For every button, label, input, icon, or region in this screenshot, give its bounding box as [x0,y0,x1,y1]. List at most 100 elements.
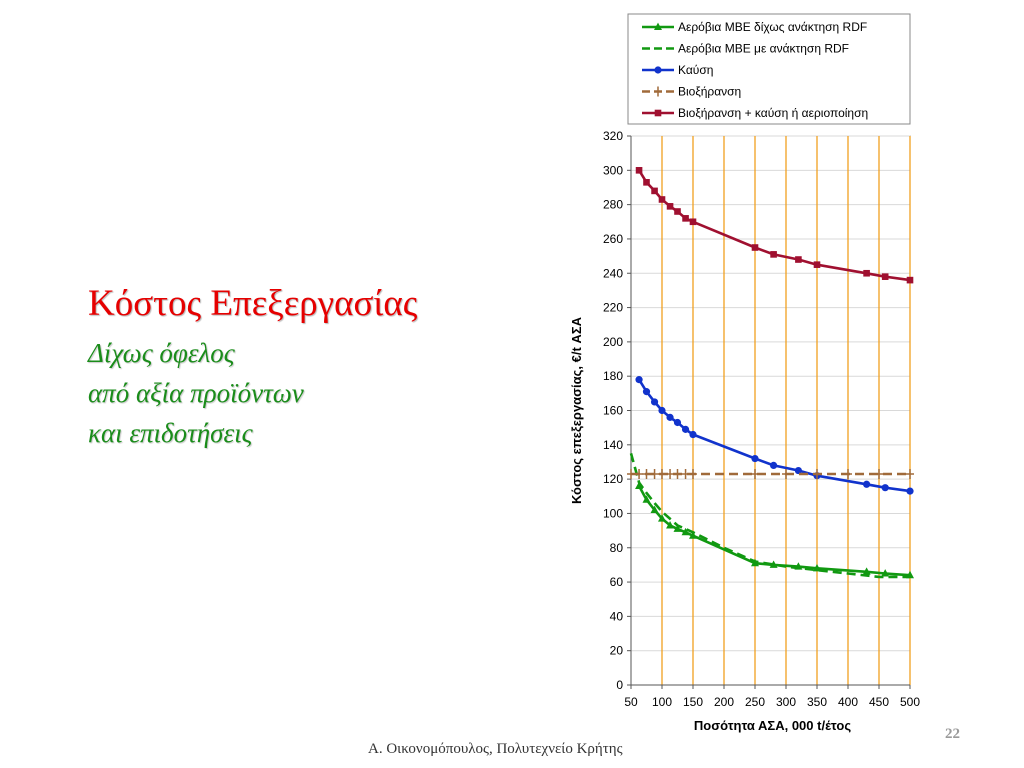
data-point [650,505,659,514]
y-tick-label: 280 [603,198,623,212]
subtitle-line: από αξία προϊόντων [88,378,304,408]
data-point [658,406,666,415]
chart-legend: Αερόβια ΜΒΕ δίχως ανάκτηση RDF Αερόβια ΜΒ… [627,13,911,125]
data-series [627,468,914,479]
legend-label: Βιοξήρανση + καύση ή αεριοποίηση [678,106,868,120]
data-point [770,251,777,258]
data-point [813,468,821,479]
data-point [654,109,662,117]
data-point [751,244,759,251]
data-point [642,388,651,396]
y-tick-label: 240 [603,266,623,280]
data-point [654,22,662,30]
y-tick-label: 120 [603,472,623,486]
series-line [629,453,910,579]
data-point [906,487,914,495]
data-point [682,215,689,222]
y-tick-label: 220 [603,301,623,315]
data-point [681,425,690,433]
x-tick-label: 100 [652,695,672,709]
data-point [673,468,682,479]
data-point [689,468,697,479]
footer-text: Α. Οικονομόπουλος, Πολυτεχνείο Κρήτης [368,741,623,757]
data-point [654,66,662,74]
data-point [673,524,682,532]
page-number: 22 [945,726,960,742]
legend-label: Καύση [678,63,713,77]
x-tick-label: 250 [745,695,765,709]
data-point [635,468,644,479]
data-series [635,376,914,495]
data-point [881,569,890,577]
data-point [751,454,759,463]
data-point [666,468,675,479]
data-point [681,468,690,479]
data-point [795,256,802,263]
x-tick-label: 300 [776,695,796,709]
data-point [681,527,690,536]
data-point [881,273,889,280]
data-point [863,269,870,277]
data-point [782,468,790,479]
y-tick-label: 160 [603,404,623,418]
x-axis-title: Ποσότητα ΑΣΑ, 000 t/έτος [694,718,851,733]
x-tick-label: 400 [838,695,858,709]
y-tick-label: 320 [603,129,623,143]
data-point [658,468,666,479]
data-point [673,418,682,427]
y-tick-label: 300 [603,163,623,177]
data-point [751,468,759,479]
data-point [794,466,803,475]
data-point [906,276,914,284]
data-point [863,480,871,488]
slide-title: Κόστος Επεξεργασίας [88,283,418,324]
data-point [875,468,883,479]
x-tick-label: 350 [807,695,827,709]
x-tick-label: 150 [683,695,703,709]
data-point [658,196,666,203]
x-tick-label: 200 [714,695,734,709]
y-tick-label: 100 [603,506,623,520]
data-point [642,495,651,503]
data-point [769,560,778,568]
y-tick-label: 200 [603,335,623,349]
y-tick-label: 40 [610,609,624,623]
data-point [881,484,889,492]
legend-label: Αερόβια ΜΒΕ με ανάκτηση RDF [678,42,849,56]
y-tick-label: 140 [603,438,623,452]
legend-box [627,13,911,125]
y-tick-label: 60 [610,575,624,589]
data-point [689,430,697,439]
data-point [650,398,659,406]
legend-label: Βιοξήρανση [678,85,741,99]
data-point [650,468,659,479]
data-point [689,531,697,539]
x-tick-label: 50 [624,695,638,709]
x-tick-label: 450 [869,695,889,709]
subtitle-line: Δίχως όφελος [88,338,235,368]
data-series [635,481,914,579]
data-point [813,261,821,268]
data-point [643,179,650,186]
x-tick-label: 500 [900,695,920,709]
y-axis-title: Κόστος επεξεργασίας, €/t ΑΣΑ [569,316,584,504]
data-point [654,86,662,97]
data-point [666,413,674,421]
data-point [689,218,697,226]
y-tick-label: 80 [610,541,624,555]
data-point [906,468,914,479]
data-point [635,167,643,174]
data-series [635,167,914,284]
y-tick-label: 180 [603,369,623,383]
y-tick-label: 20 [610,644,624,658]
y-tick-label: 260 [603,232,623,246]
data-point [674,208,681,215]
data-point [635,376,643,384]
data-point [627,468,635,479]
data-point [642,468,651,479]
legend-label: Αερόβια ΜΒΕ δίχως ανάκτηση RDF [678,20,867,34]
data-point [666,203,674,210]
data-point [862,567,871,575]
data-point [651,187,658,195]
